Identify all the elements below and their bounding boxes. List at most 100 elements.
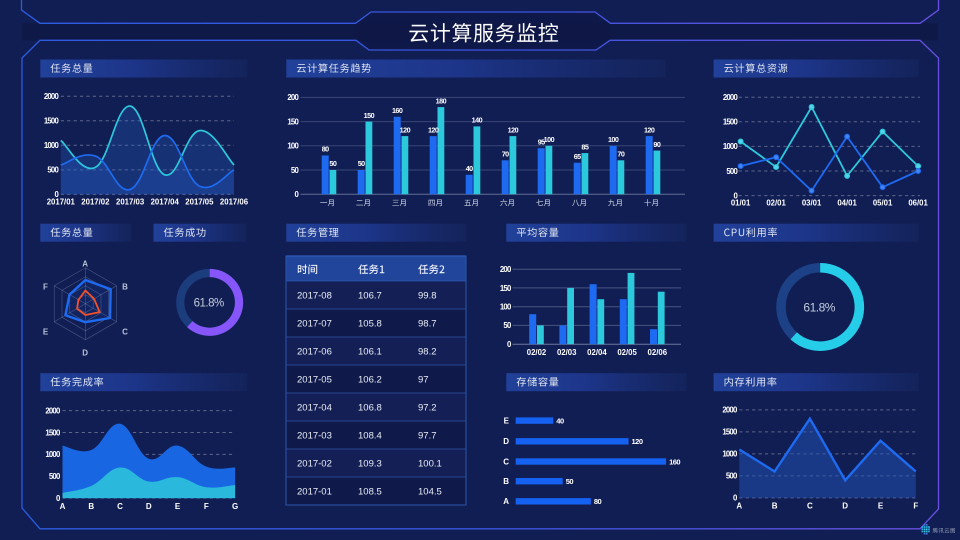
svg-text:106.2: 106.2: [358, 375, 382, 386]
svg-text:200: 200: [287, 93, 299, 102]
svg-text:E: E: [175, 502, 181, 511]
svg-text:01/01: 01/01: [731, 199, 751, 208]
svg-text:02/04: 02/04: [587, 348, 607, 357]
svg-text:0: 0: [733, 494, 738, 503]
svg-text:0: 0: [54, 190, 59, 199]
svg-text:2017-07: 2017-07: [297, 319, 332, 330]
svg-text:F: F: [43, 283, 48, 292]
svg-text:C: C: [807, 502, 813, 511]
svg-text:98.7: 98.7: [418, 319, 437, 330]
svg-text:97.7: 97.7: [418, 431, 437, 442]
svg-text:F: F: [204, 502, 209, 511]
svg-text:97: 97: [418, 375, 429, 386]
svg-text:61.8%: 61.8%: [803, 300, 835, 314]
svg-text:2017-08: 2017-08: [297, 291, 332, 302]
svg-text:1000: 1000: [45, 450, 61, 459]
svg-text:1500: 1500: [723, 118, 739, 127]
svg-text:98.2: 98.2: [418, 347, 437, 358]
svg-text:500: 500: [726, 167, 738, 176]
svg-text:B: B: [88, 502, 94, 511]
svg-text:61.8%: 61.8%: [194, 298, 224, 310]
svg-text:1000: 1000: [722, 450, 738, 459]
svg-text:2000: 2000: [45, 406, 61, 415]
svg-text:160: 160: [669, 457, 680, 466]
svg-text:0: 0: [56, 494, 61, 503]
svg-text:02/02: 02/02: [527, 348, 547, 357]
svg-text:1000: 1000: [723, 142, 739, 151]
svg-text:2017-04: 2017-04: [297, 403, 332, 414]
svg-text:1500: 1500: [722, 428, 738, 437]
svg-text:05/01: 05/01: [873, 199, 893, 208]
svg-text:65: 65: [574, 152, 581, 161]
svg-text:D: D: [82, 349, 88, 358]
svg-text:70: 70: [617, 150, 624, 159]
svg-text:2017/06: 2017/06: [220, 197, 249, 206]
svg-text:97.2: 97.2: [418, 403, 437, 414]
svg-text:A: A: [736, 502, 742, 511]
svg-text:C: C: [122, 328, 128, 337]
svg-text:40: 40: [466, 164, 473, 173]
svg-text:E: E: [504, 416, 510, 425]
svg-text:150: 150: [287, 117, 299, 126]
svg-text:C: C: [503, 457, 509, 466]
svg-text:2017/05: 2017/05: [185, 197, 214, 206]
svg-text:500: 500: [49, 472, 61, 481]
svg-text:100: 100: [544, 135, 555, 144]
svg-text:100: 100: [287, 142, 299, 151]
svg-text:120: 120: [644, 125, 655, 134]
svg-text:A: A: [82, 260, 88, 269]
svg-text:50: 50: [566, 477, 574, 486]
svg-text:40: 40: [556, 416, 564, 425]
svg-text:0: 0: [294, 190, 299, 199]
svg-text:B: B: [772, 502, 778, 511]
svg-text:70: 70: [502, 150, 509, 159]
svg-text:95: 95: [538, 137, 545, 146]
svg-text:2017-06: 2017-06: [297, 347, 332, 358]
svg-text:109.3: 109.3: [358, 459, 382, 470]
svg-text:120: 120: [632, 437, 643, 446]
svg-text:02/03: 02/03: [557, 348, 577, 357]
svg-text:02/06: 02/06: [648, 348, 668, 357]
svg-text:D: D: [842, 502, 848, 511]
svg-text:A: A: [503, 497, 509, 506]
svg-text:2017-05: 2017-05: [297, 375, 332, 386]
svg-text:99.8: 99.8: [418, 291, 437, 302]
svg-text:G: G: [232, 502, 238, 511]
svg-text:2000: 2000: [722, 406, 738, 415]
svg-text:2017/04: 2017/04: [151, 197, 180, 206]
svg-text:80: 80: [594, 497, 602, 506]
svg-text:1000: 1000: [44, 141, 60, 150]
svg-text:1500: 1500: [45, 428, 61, 437]
svg-text:0: 0: [733, 191, 738, 200]
svg-text:02/01: 02/01: [766, 199, 786, 208]
svg-text:06/01: 06/01: [908, 199, 928, 208]
svg-text:2017/03: 2017/03: [116, 197, 145, 206]
svg-text:80: 80: [322, 145, 329, 154]
svg-text:2017/02: 2017/02: [81, 197, 110, 206]
svg-text:03/01: 03/01: [802, 199, 822, 208]
svg-text:D: D: [503, 437, 509, 446]
svg-text:108.4: 108.4: [358, 431, 382, 442]
svg-text:50: 50: [358, 159, 365, 168]
svg-text:50: 50: [503, 321, 512, 330]
svg-text:105.8: 105.8: [358, 319, 382, 330]
svg-text:B: B: [503, 477, 509, 486]
svg-text:F: F: [913, 502, 918, 511]
svg-text:2017/01: 2017/01: [47, 197, 76, 206]
svg-text:160: 160: [392, 106, 403, 115]
svg-text:150: 150: [364, 111, 375, 120]
svg-text:C: C: [117, 502, 123, 511]
svg-text:D: D: [146, 502, 152, 511]
svg-text:B: B: [122, 283, 128, 292]
svg-text:150: 150: [500, 284, 512, 293]
svg-text:A: A: [60, 502, 66, 511]
svg-text:106.1: 106.1: [358, 347, 382, 358]
svg-text:106.8: 106.8: [358, 403, 382, 414]
svg-text:120: 120: [428, 125, 439, 134]
svg-text:02/05: 02/05: [617, 348, 637, 357]
svg-text:2017-02: 2017-02: [297, 459, 332, 470]
svg-text:100.1: 100.1: [418, 459, 442, 470]
svg-text:2000: 2000: [44, 92, 60, 101]
svg-text:108.5: 108.5: [358, 487, 382, 498]
svg-text:100: 100: [500, 303, 512, 312]
